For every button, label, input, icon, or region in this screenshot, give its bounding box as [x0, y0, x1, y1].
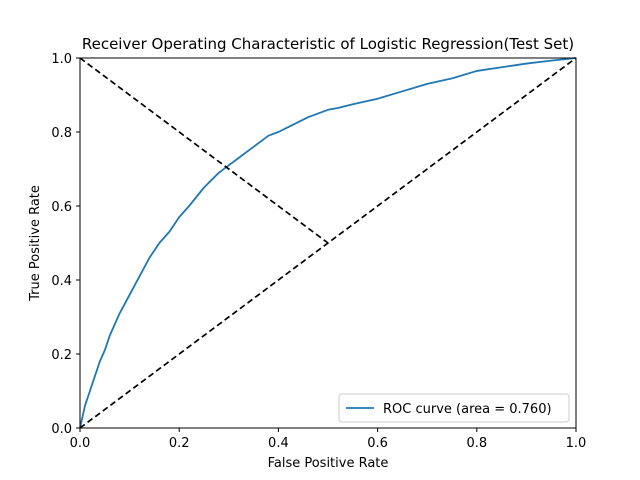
x-tick-label: 0.0	[70, 436, 91, 451]
plot-area	[79, 57, 577, 429]
reference-dashed-line	[79, 57, 329, 244]
x-axis-label: False Positive Rate	[268, 456, 389, 471]
x-axis-ticks: 0.0 0.2 0.4 0.6 0.8 1.0	[70, 428, 587, 451]
legend-entry-roc: ROC curve (area = 0.760)	[383, 402, 552, 417]
y-axis-label: True Positive Rate	[28, 185, 43, 302]
y-tick-label: 0.0	[51, 422, 72, 437]
y-tick-label: 0.8	[51, 126, 72, 141]
plot-frame	[79, 57, 577, 429]
x-tick-label: 0.8	[466, 436, 487, 451]
y-tick-label: 1.0	[51, 52, 72, 67]
legend: ROC curve (area = 0.760)	[338, 393, 570, 423]
chart-title: Receiver Operating Characteristic of Log…	[82, 35, 574, 53]
x-tick-label: 0.6	[367, 436, 388, 451]
x-tick-label: 0.4	[268, 436, 289, 451]
legend-box	[338, 393, 570, 423]
x-tick-label: 0.2	[169, 436, 190, 451]
y-tick-label: 0.6	[51, 200, 72, 215]
y-axis-ticks: 0.0 0.2 0.4 0.6 0.8 1.0	[51, 52, 80, 437]
y-tick-label: 0.2	[51, 348, 72, 363]
x-tick-label: 1.0	[566, 436, 587, 451]
roc-curve-line	[79, 57, 577, 429]
y-tick-label: 0.4	[51, 274, 72, 289]
